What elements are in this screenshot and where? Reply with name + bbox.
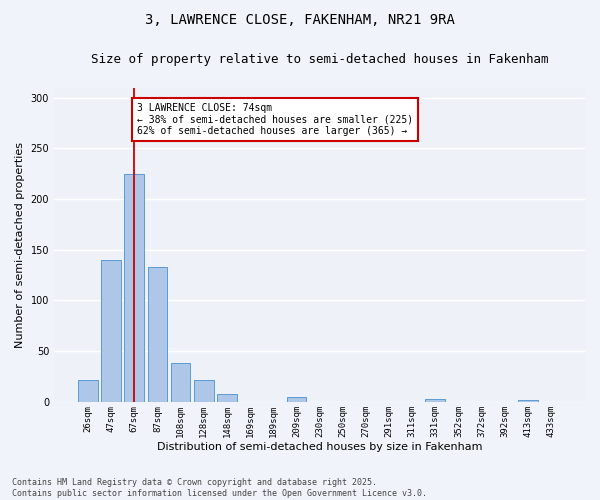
Bar bbox=[518, 400, 538, 402]
Bar bbox=[194, 380, 214, 402]
Text: 3 LAWRENCE CLOSE: 74sqm
← 38% of semi-detached houses are smaller (225)
62% of s: 3 LAWRENCE CLOSE: 74sqm ← 38% of semi-de… bbox=[137, 102, 413, 136]
Bar bbox=[217, 394, 237, 402]
Bar bbox=[124, 174, 144, 402]
Bar bbox=[171, 364, 190, 402]
Bar bbox=[287, 397, 306, 402]
Y-axis label: Number of semi-detached properties: Number of semi-detached properties bbox=[15, 142, 25, 348]
Bar bbox=[101, 260, 121, 402]
Bar bbox=[78, 380, 98, 402]
Bar bbox=[425, 399, 445, 402]
X-axis label: Distribution of semi-detached houses by size in Fakenham: Distribution of semi-detached houses by … bbox=[157, 442, 482, 452]
Bar bbox=[148, 267, 167, 402]
Title: Size of property relative to semi-detached houses in Fakenham: Size of property relative to semi-detach… bbox=[91, 52, 548, 66]
Text: Contains HM Land Registry data © Crown copyright and database right 2025.
Contai: Contains HM Land Registry data © Crown c… bbox=[12, 478, 427, 498]
Text: 3, LAWRENCE CLOSE, FAKENHAM, NR21 9RA: 3, LAWRENCE CLOSE, FAKENHAM, NR21 9RA bbox=[145, 12, 455, 26]
